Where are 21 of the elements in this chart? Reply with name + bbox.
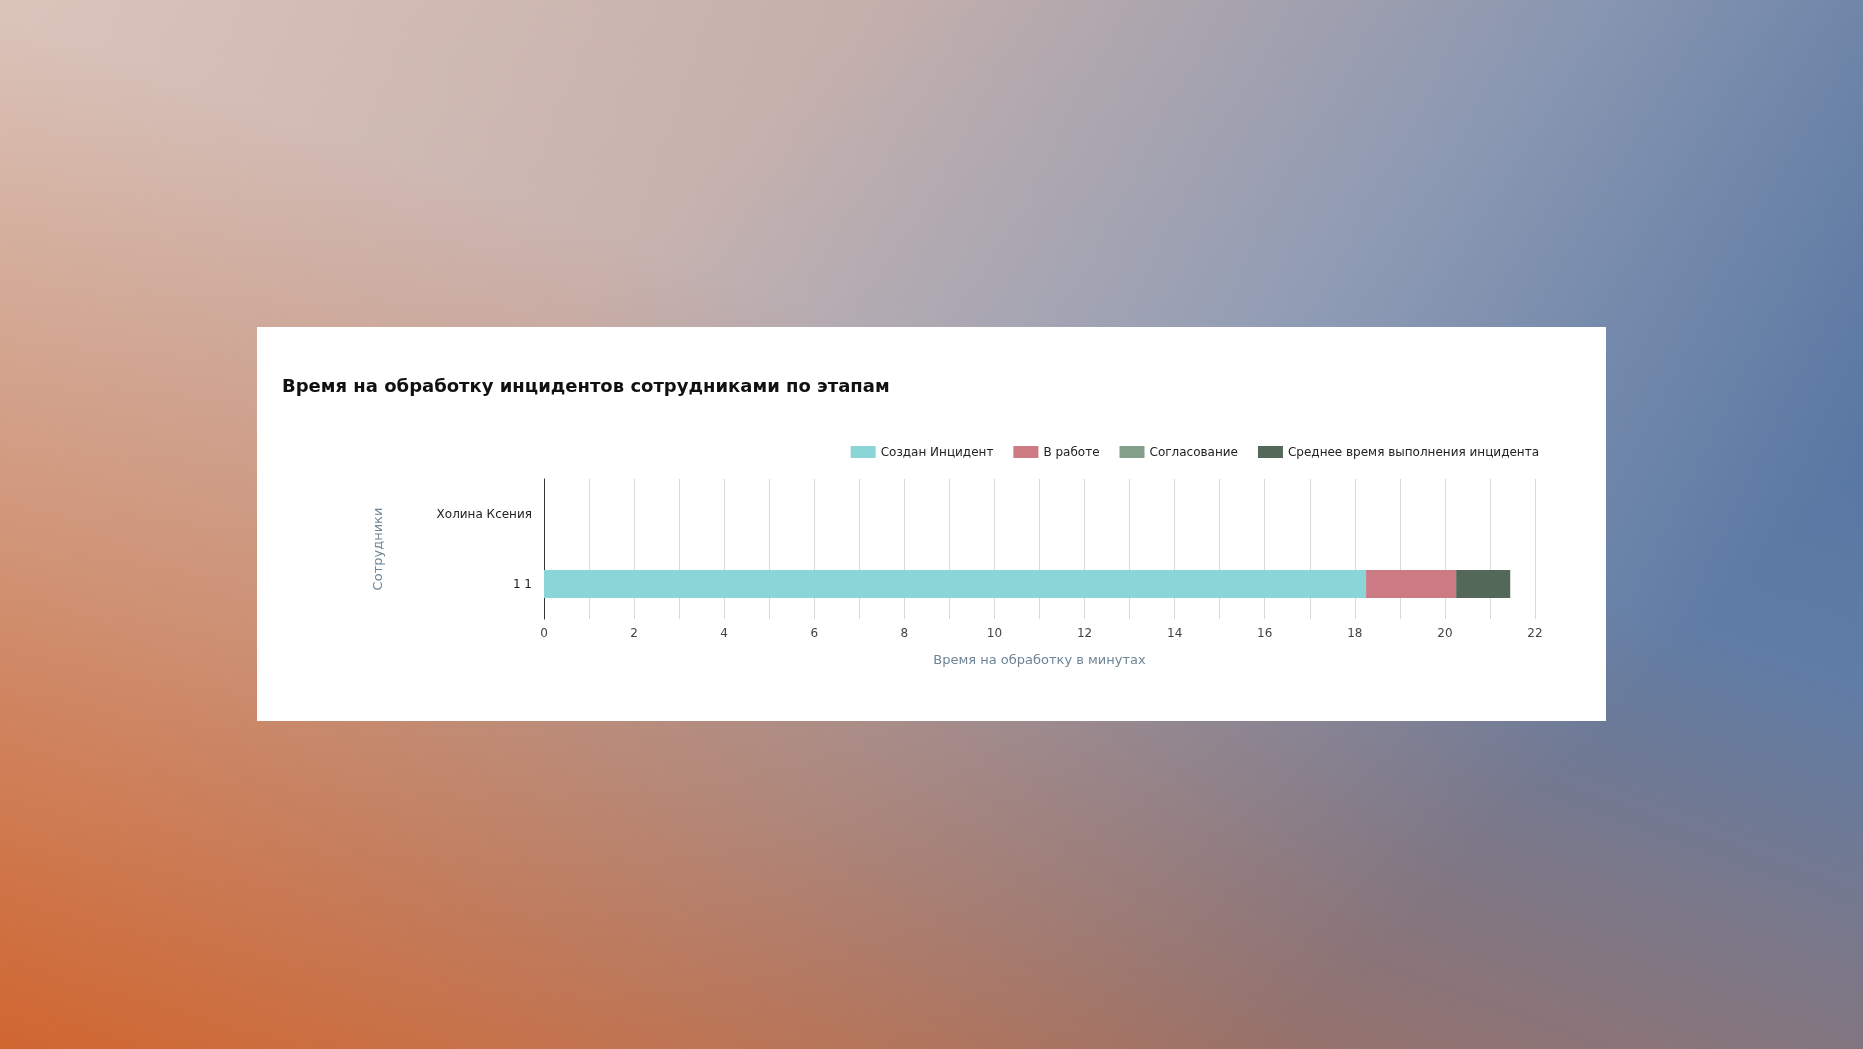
legend-label: В работе xyxy=(1043,445,1100,459)
chart-title: Время на обработку инцидентов сотрудниками по этапам xyxy=(282,374,890,396)
x-tick-label: 14 xyxy=(1167,626,1183,640)
y-axis-title: Сотрудники xyxy=(370,507,385,591)
y-tick-label: Холина Ксения xyxy=(436,507,532,521)
x-tick-label: 2 xyxy=(630,626,638,640)
x-tick-label: 18 xyxy=(1347,626,1363,640)
x-tick-label: 6 xyxy=(810,626,819,640)
x-tick-label: 12 xyxy=(1076,626,1093,640)
legend-label: Среднее время выполнения инцидента xyxy=(1287,445,1540,459)
x-tick-label: 16 xyxy=(1257,626,1273,640)
legend-label: Создан Инцидент xyxy=(880,445,994,459)
x-tick-label: 22 xyxy=(1527,626,1543,640)
x-axis-title: Время на обработку в минутах xyxy=(933,652,1147,667)
x-tick-label: 10 xyxy=(986,626,1003,640)
y-tick-label: 1 1 xyxy=(512,577,532,591)
legend-label: Согласование xyxy=(1149,445,1238,459)
x-tick-label: 4 xyxy=(720,626,728,640)
x-tick-label: 0 xyxy=(540,626,548,640)
x-tick-label: 8 xyxy=(900,626,909,640)
x-tick-label: 20 xyxy=(1437,626,1453,640)
